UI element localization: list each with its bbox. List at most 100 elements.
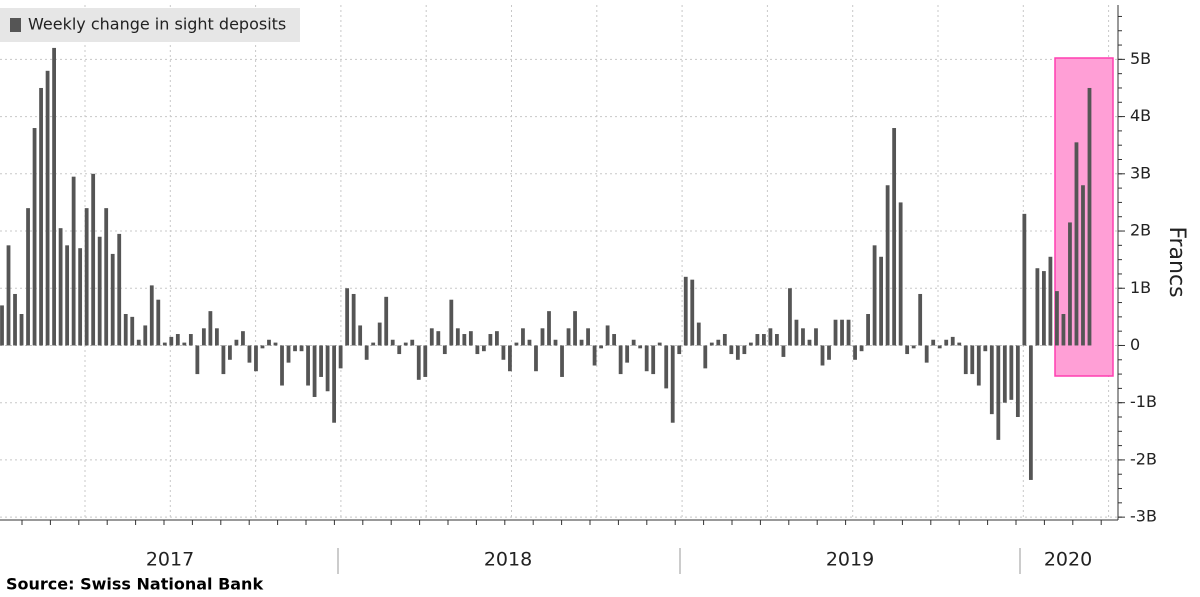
bar xyxy=(527,339,532,346)
bar xyxy=(696,322,701,346)
bar xyxy=(970,345,975,375)
bar xyxy=(905,345,910,355)
bar xyxy=(338,345,343,369)
bar xyxy=(468,331,473,346)
bar xyxy=(846,319,851,346)
bar xyxy=(644,345,649,372)
bar xyxy=(45,70,50,346)
bar xyxy=(755,334,760,346)
bar xyxy=(130,316,135,346)
bar xyxy=(208,311,213,346)
bar xyxy=(1002,345,1007,403)
x-tick-label: 2017 xyxy=(146,549,194,571)
bar xyxy=(143,325,148,346)
bar xyxy=(605,325,610,346)
bar xyxy=(293,345,297,352)
bar xyxy=(26,208,30,346)
y-axis-title: Francs xyxy=(1164,226,1189,297)
legend-label: Weekly change in sight deposits xyxy=(28,15,286,34)
bar xyxy=(241,331,245,346)
bar xyxy=(1055,291,1059,346)
bar xyxy=(872,245,877,346)
bar xyxy=(351,293,356,346)
bar xyxy=(631,339,636,346)
bar xyxy=(716,339,721,346)
bar xyxy=(788,288,792,346)
bar xyxy=(312,345,317,397)
bar xyxy=(657,342,662,346)
bar xyxy=(534,345,538,372)
bar xyxy=(97,236,102,346)
y-tick-label: 3B xyxy=(1130,163,1151,182)
bar xyxy=(729,345,734,355)
bar xyxy=(775,334,779,346)
bar xyxy=(781,345,786,357)
bar xyxy=(273,342,278,346)
x-tick-label: 2020 xyxy=(1044,549,1092,571)
bar xyxy=(156,299,161,346)
bar xyxy=(71,176,76,346)
bar xyxy=(560,345,564,377)
bar xyxy=(449,299,454,346)
bar xyxy=(221,345,226,375)
bar xyxy=(169,336,174,346)
bar xyxy=(1087,87,1092,346)
bar xyxy=(403,342,408,346)
bar xyxy=(455,328,460,346)
bar xyxy=(885,185,890,346)
bar xyxy=(586,328,590,346)
bar xyxy=(495,331,499,346)
bar xyxy=(853,345,857,360)
bar xyxy=(612,334,617,346)
bar xyxy=(1028,345,1033,480)
bar xyxy=(683,276,688,346)
bar xyxy=(827,345,831,360)
bar xyxy=(84,208,89,346)
bar xyxy=(1042,271,1046,346)
bar xyxy=(234,339,239,346)
source: Source: Swiss National Bank xyxy=(6,575,263,594)
bar xyxy=(104,208,109,346)
bar xyxy=(377,322,382,346)
bar xyxy=(371,342,376,346)
bar xyxy=(540,328,545,346)
bar xyxy=(840,319,844,346)
bar xyxy=(214,328,219,346)
bar xyxy=(820,345,825,366)
bar xyxy=(1035,268,1040,346)
bar xyxy=(39,87,43,346)
bar xyxy=(175,334,180,346)
bar xyxy=(924,345,929,363)
bar xyxy=(364,345,369,360)
bar xyxy=(521,328,525,346)
bar xyxy=(1009,345,1014,400)
bar xyxy=(123,314,128,346)
bar xyxy=(1074,142,1079,346)
bar xyxy=(592,345,597,366)
x-tick-label: 2019 xyxy=(826,549,874,571)
bar xyxy=(319,345,323,377)
y-tick-label: 5B xyxy=(1130,49,1151,68)
bar xyxy=(807,339,812,346)
bar xyxy=(937,345,942,349)
bar xyxy=(983,345,988,352)
bar xyxy=(397,345,402,355)
bar xyxy=(475,345,480,355)
bar xyxy=(306,345,310,386)
bar xyxy=(664,345,669,389)
bar xyxy=(188,334,193,346)
bar xyxy=(866,314,870,346)
bar xyxy=(618,345,623,375)
bar xyxy=(514,342,519,346)
bar xyxy=(32,128,37,346)
bar xyxy=(918,293,923,346)
bar xyxy=(488,334,493,346)
bar xyxy=(78,248,83,346)
bar xyxy=(442,345,447,355)
bar xyxy=(703,345,708,369)
bar xyxy=(879,256,884,346)
bar xyxy=(989,345,994,415)
bar xyxy=(670,345,675,423)
bar xyxy=(390,339,395,346)
bar xyxy=(299,345,304,352)
